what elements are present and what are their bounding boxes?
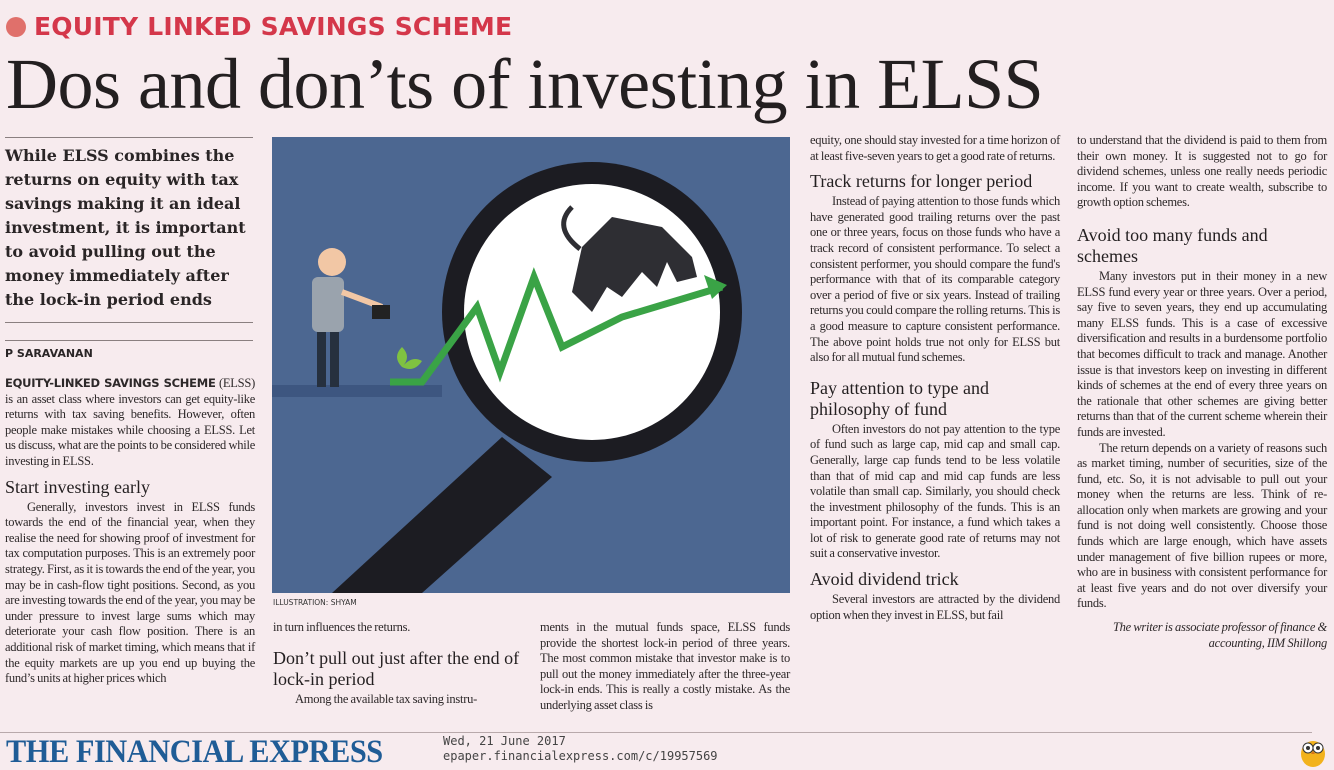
magnifier-handle [332,437,552,593]
bullet-dot-icon [6,17,26,37]
lead-rest: (ELSS) is an asset class where investors… [5,376,255,468]
author-note: The writer is associate professor of fin… [1112,620,1327,650]
edition-url[interactable]: epaper.financialexpress.com/c/19957569 [443,749,718,763]
paragraph: in turn influences the returns. [273,620,411,634]
arrow-head-icon [704,275,727,299]
footer-divider [0,732,1312,733]
sprout-icon [397,347,422,369]
heading-type: Pay attention to type and philosophy of … [810,377,989,419]
edition-date: Wed, 21 June 2017 [443,734,566,748]
paragraph: Many investors put in their money in a n… [1077,268,1327,439]
paragraph: Generally, investors invest in ELSS fund… [5,499,255,686]
column-1: EQUITY-LINKED SAVINGS SCHEME (ELSS) is a… [5,376,255,687]
watering-can-icon [372,305,390,319]
illustration [272,137,790,593]
paragraph: The return depends on a variety of reaso… [1077,440,1327,611]
heading-dividend: Avoid dividend trick [810,569,959,590]
paragraph: ments in the mutual funds space, ELSS fu… [540,620,790,712]
column-5: to understand that the dividend is paid … [1077,133,1327,651]
paragraph: Instead of paying attention to those fun… [810,194,1060,365]
deck: While ELSS combines the returns on equit… [5,137,253,323]
paragraph: to understand that the dividend is paid … [1077,133,1327,210]
paragraph: Often investors do not pay attention to … [810,421,1060,561]
heading-start: Start investing early [5,476,150,497]
column-4: equity, one should stay invested for a t… [810,133,1060,623]
paragraph: Several investors are attracted by the d… [810,592,1060,622]
byline: P SARAVANAN [5,340,253,361]
section-kicker: EQUITY LINKED SAVINGS SCHEME [6,12,512,42]
illustration-credit: ILLUSTRATION: SHYAM [273,598,357,607]
column-3: ments in the mutual funds space, ELSS fu… [540,620,790,714]
headline: Dos and don’ts of investing in ELSS [6,44,1044,124]
heading-dont-pull: Don’t pull out just after the end of loc… [273,647,520,689]
column-2: in turn influences the returns. Don’t pu… [273,620,521,707]
man-icon [318,248,346,276]
lead-paragraph: EQUITY-LINKED SAVINGS SCHEME (ELSS) is a… [5,376,255,470]
paragraph: equity, one should stay invested for a t… [810,133,1060,163]
heading-track: Track returns for longer period [810,171,1033,192]
footer: THE FINANCIAL EXPRESS Wed, 21 June 2017 … [0,730,1334,770]
edition-info: Wed, 21 June 2017 epaper.financialexpres… [443,734,718,764]
owl-mascot-icon [1301,741,1325,767]
kicker-text: EQUITY LINKED SAVINGS SCHEME [34,12,513,41]
publication-logo[interactable]: THE FINANCIAL EXPRESS [6,734,383,770]
lead-bold: EQUITY-LINKED SAVINGS SCHEME [5,376,216,390]
heading-too-many: Avoid too many funds and schemes [1077,224,1268,266]
growth-arrow [390,267,724,386]
paragraph: Among the available tax saving instru- [295,691,478,706]
bull-icon [572,217,697,312]
